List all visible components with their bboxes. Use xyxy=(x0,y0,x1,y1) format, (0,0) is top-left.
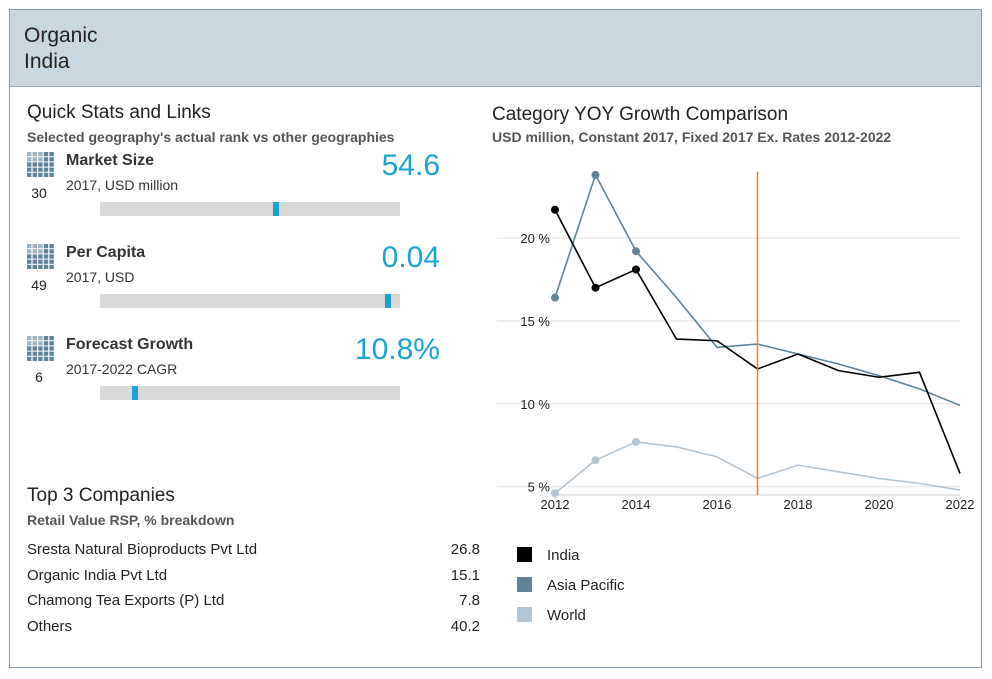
series-point xyxy=(632,247,640,256)
company-value: 7.8 xyxy=(459,592,480,610)
x-tick-label: 2014 xyxy=(622,497,651,512)
x-tick-label: 2018 xyxy=(784,497,813,512)
stat-detail: 2017-2022 CAGR xyxy=(66,361,178,377)
stat-detail: 2017, USD xyxy=(66,269,135,285)
stat-label: Market Size xyxy=(66,152,155,169)
stat-detail: 2017, USD million xyxy=(66,177,179,193)
stat-label: Per Capita xyxy=(66,244,146,261)
rank-icon xyxy=(27,336,54,361)
legend-swatch xyxy=(517,607,532,622)
company-value: 40.2 xyxy=(450,617,480,635)
rank-track xyxy=(100,202,400,216)
y-tick-label: 20 % xyxy=(520,231,550,246)
rank-marker xyxy=(132,386,139,400)
rank: 6 xyxy=(35,369,43,385)
company-value: 15.1 xyxy=(450,566,480,584)
panel xyxy=(9,9,982,668)
y-tick-label: 5 % xyxy=(528,480,551,495)
series-point xyxy=(551,489,559,498)
series-point xyxy=(551,293,559,302)
page-title: Organic India xyxy=(24,24,98,73)
section-title: Top 3 Companies xyxy=(27,485,175,506)
series-point xyxy=(632,265,640,274)
stat-label: Forecast Growth xyxy=(66,336,194,353)
series-point xyxy=(551,205,559,214)
legend-label: World xyxy=(547,607,586,624)
rank: 30 xyxy=(31,185,47,201)
chart-title: Category YOY Growth Comparison xyxy=(492,104,788,125)
y-tick-label: 10 % xyxy=(520,397,550,412)
legend-label: India xyxy=(547,547,580,564)
header: Organic India xyxy=(10,10,981,87)
company-name: Organic India Pvt Ltd xyxy=(27,566,168,584)
section-subtitle: Retail Value RSP, % breakdown xyxy=(27,512,235,528)
x-tick-label: 2012 xyxy=(541,497,570,512)
series-point xyxy=(632,437,640,446)
section-subtitle: Selected geography's actual rank vs othe… xyxy=(27,129,395,145)
legend-swatch xyxy=(517,577,532,592)
x-tick-label: 2016 xyxy=(703,497,732,512)
legend-label: Asia Pacific xyxy=(547,577,625,594)
series-point xyxy=(591,283,600,292)
series-point xyxy=(591,456,600,465)
x-tick-label: 2022 xyxy=(946,497,975,512)
section-title: Quick Stats and Links xyxy=(27,102,211,123)
rank: 49 xyxy=(31,277,47,293)
rank-track xyxy=(100,386,400,400)
rank-icon xyxy=(27,244,54,269)
rank-track xyxy=(100,294,400,308)
stat-value: 54.6 xyxy=(381,149,440,182)
company-value: 26.8 xyxy=(450,541,480,558)
company-name: Sresta Natural Bioproducts Pvt Ltd xyxy=(27,541,258,558)
company-name: Others xyxy=(27,617,73,635)
legend-swatch xyxy=(517,547,532,562)
stat-value: 0.04 xyxy=(381,241,440,274)
series-point xyxy=(591,170,600,179)
company-name: Chamong Tea Exports (P) Ltd xyxy=(27,592,225,610)
rank-marker xyxy=(385,294,392,308)
chart-subtitle: USD million, Constant 2017, Fixed 2017 E… xyxy=(492,129,891,145)
stat-value: 10.8% xyxy=(354,333,440,366)
y-tick-label: 15 % xyxy=(520,314,550,329)
x-tick-label: 2020 xyxy=(865,497,894,512)
rank-icon xyxy=(27,152,54,177)
rank-marker xyxy=(273,202,280,216)
